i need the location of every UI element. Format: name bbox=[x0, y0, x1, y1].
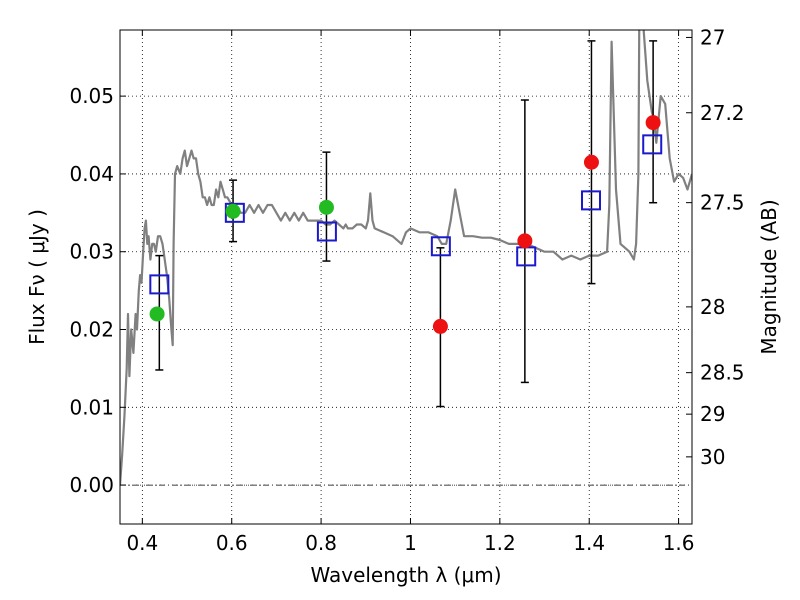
data-layer bbox=[120, 30, 692, 486]
magnitude-tick-label: 28.5 bbox=[700, 361, 745, 385]
magnitude-tick-label: 27.2 bbox=[700, 101, 745, 125]
magnitude-tick-label: 27.5 bbox=[700, 191, 745, 215]
observed-flux-green-point bbox=[318, 199, 334, 215]
x-tick-label: 1.4 bbox=[573, 531, 605, 555]
magnitude-tick-label: 29 bbox=[700, 402, 725, 426]
y-axis-label: Flux Fν ( μJy ) bbox=[25, 209, 49, 345]
model-flux-square bbox=[642, 134, 663, 155]
observed-flux-red-point bbox=[432, 318, 448, 334]
magnitude-tick-label: 30 bbox=[700, 445, 725, 469]
y-tick-label: 0.02 bbox=[69, 318, 114, 342]
model-flux-square bbox=[516, 246, 537, 267]
magnitude-tick-label: 27 bbox=[700, 25, 725, 49]
x-tick-label: 1 bbox=[404, 531, 417, 555]
model-flux-square bbox=[316, 221, 337, 242]
magnitude-axis-label: Magnitude (AB) bbox=[757, 199, 781, 354]
y-tick-label: 0.01 bbox=[69, 395, 114, 419]
observed-flux-red-point bbox=[517, 233, 533, 249]
plot-frame bbox=[119, 29, 693, 525]
model-flux-square bbox=[430, 236, 451, 257]
axis-ticks: 0.4 0.6 0.8 1 1.2 1.4 1.6 0.00 0.01 0.02 0.03 0.04 0… bbox=[69, 25, 744, 555]
y-tick-label: 0.03 bbox=[69, 240, 114, 264]
grid bbox=[120, 30, 692, 524]
x-tick-label: 0.4 bbox=[126, 531, 158, 555]
x-tick-label: 0.6 bbox=[216, 531, 248, 555]
observed-flux-green-point bbox=[225, 203, 241, 219]
y-tick-label: 0.04 bbox=[69, 162, 114, 186]
observed-flux-green-point bbox=[149, 306, 165, 322]
x-tick-label: 1.6 bbox=[663, 531, 695, 555]
observed-flux-red-point bbox=[583, 154, 599, 170]
magnitude-tick-label: 28 bbox=[700, 295, 725, 319]
y-tick-label: 0.00 bbox=[69, 473, 114, 497]
model-flux-square bbox=[149, 274, 170, 295]
y-tick-label: 0.05 bbox=[69, 84, 114, 108]
template-spectrum-line bbox=[120, 30, 692, 486]
x-tick-label: 0.8 bbox=[305, 531, 337, 555]
model-flux-square bbox=[581, 190, 602, 211]
x-tick-label: 1.2 bbox=[484, 531, 516, 555]
observed-flux-red-point bbox=[645, 115, 661, 131]
x-axis-label: Wavelength λ (μm) bbox=[310, 563, 501, 587]
